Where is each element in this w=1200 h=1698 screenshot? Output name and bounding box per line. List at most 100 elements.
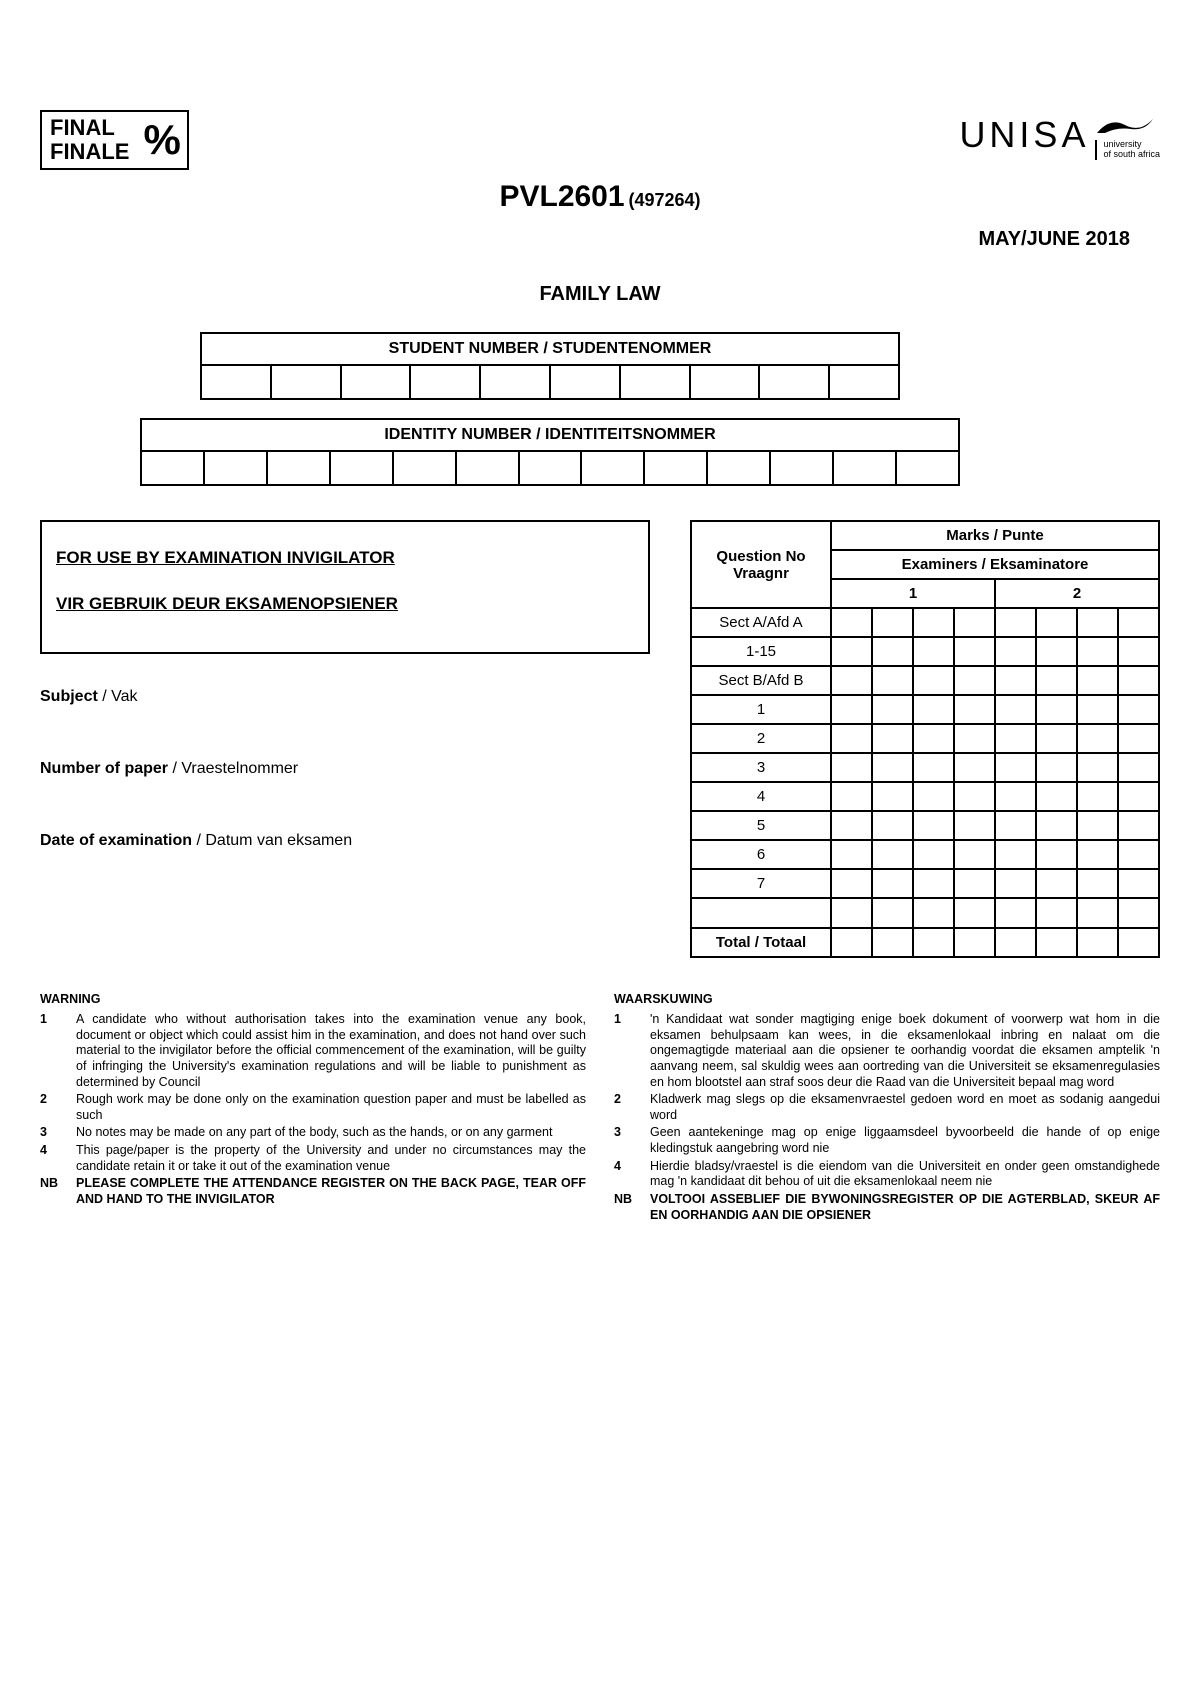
marks-cell[interactable] (1118, 753, 1159, 782)
marks-cell[interactable] (995, 608, 1036, 637)
marks-cell[interactable] (872, 637, 913, 666)
marks-cell[interactable] (1118, 724, 1159, 753)
marks-cell[interactable] (1118, 840, 1159, 869)
marks-cell[interactable] (1077, 811, 1118, 840)
marks-cell[interactable] (831, 782, 872, 811)
marks-cell[interactable] (1036, 608, 1077, 637)
marks-cell[interactable] (872, 840, 913, 869)
marks-cell[interactable] (1118, 811, 1159, 840)
number-cell[interactable] (897, 452, 958, 484)
marks-cell[interactable] (954, 695, 995, 724)
marks-cell[interactable] (995, 782, 1036, 811)
number-cell[interactable] (771, 452, 834, 484)
marks-cell[interactable] (831, 637, 872, 666)
marks-cell[interactable] (872, 898, 913, 928)
marks-cell[interactable] (831, 753, 872, 782)
marks-cell[interactable] (831, 608, 872, 637)
marks-cell[interactable] (872, 928, 913, 957)
marks-cell[interactable] (913, 637, 954, 666)
marks-cell[interactable] (913, 840, 954, 869)
marks-cell[interactable] (831, 724, 872, 753)
marks-cell[interactable] (1077, 928, 1118, 957)
marks-cell[interactable] (995, 869, 1036, 898)
marks-cell[interactable] (831, 928, 872, 957)
number-cell[interactable] (621, 366, 691, 398)
marks-cell[interactable] (913, 898, 954, 928)
marks-cell[interactable] (913, 869, 954, 898)
marks-cell[interactable] (913, 811, 954, 840)
marks-cell[interactable] (872, 782, 913, 811)
marks-cell[interactable] (1077, 840, 1118, 869)
marks-cell[interactable] (1118, 869, 1159, 898)
marks-cell[interactable] (872, 811, 913, 840)
marks-cell[interactable] (913, 666, 954, 695)
marks-cell[interactable] (913, 753, 954, 782)
marks-cell[interactable] (954, 753, 995, 782)
number-cell[interactable] (142, 452, 205, 484)
marks-cell[interactable] (1077, 869, 1118, 898)
number-cell[interactable] (411, 366, 481, 398)
marks-cell[interactable] (1036, 637, 1077, 666)
marks-cell[interactable] (872, 695, 913, 724)
marks-cell[interactable] (913, 695, 954, 724)
marks-cell[interactable] (1077, 898, 1118, 928)
marks-cell[interactable] (995, 898, 1036, 928)
marks-cell[interactable] (1077, 753, 1118, 782)
marks-cell[interactable] (1036, 840, 1077, 869)
number-cell[interactable] (830, 366, 898, 398)
marks-cell[interactable] (1036, 666, 1077, 695)
marks-cell[interactable] (1118, 637, 1159, 666)
marks-cell[interactable] (913, 928, 954, 957)
marks-cell[interactable] (1118, 608, 1159, 637)
marks-cell[interactable] (872, 666, 913, 695)
marks-cell[interactable] (1036, 869, 1077, 898)
marks-cell[interactable] (1036, 695, 1077, 724)
marks-cell[interactable] (872, 753, 913, 782)
marks-cell[interactable] (954, 724, 995, 753)
number-cell[interactable] (520, 452, 583, 484)
marks-cell[interactable] (995, 666, 1036, 695)
marks-cell[interactable] (954, 666, 995, 695)
marks-cell[interactable] (831, 898, 872, 928)
marks-cell[interactable] (1036, 928, 1077, 957)
marks-cell[interactable] (1118, 782, 1159, 811)
marks-cell[interactable] (1036, 782, 1077, 811)
number-cell[interactable] (202, 366, 272, 398)
marks-cell[interactable] (1118, 898, 1159, 928)
marks-cell[interactable] (1036, 811, 1077, 840)
marks-cell[interactable] (995, 637, 1036, 666)
marks-cell[interactable] (831, 666, 872, 695)
marks-cell[interactable] (954, 869, 995, 898)
marks-cell[interactable] (954, 637, 995, 666)
marks-cell[interactable] (1118, 666, 1159, 695)
marks-cell[interactable] (995, 840, 1036, 869)
marks-cell[interactable] (954, 928, 995, 957)
marks-cell[interactable] (913, 724, 954, 753)
marks-cell[interactable] (872, 608, 913, 637)
number-cell[interactable] (331, 452, 394, 484)
number-cell[interactable] (457, 452, 520, 484)
number-cell[interactable] (205, 452, 268, 484)
marks-cell[interactable] (1036, 753, 1077, 782)
marks-cell[interactable] (995, 695, 1036, 724)
marks-cell[interactable] (1118, 695, 1159, 724)
number-cell[interactable] (582, 452, 645, 484)
marks-cell[interactable] (1077, 666, 1118, 695)
number-cell[interactable] (834, 452, 897, 484)
number-cell[interactable] (760, 366, 830, 398)
student-number-cells[interactable] (200, 364, 900, 400)
marks-cell[interactable] (831, 840, 872, 869)
marks-cell[interactable] (954, 811, 995, 840)
marks-cell[interactable] (954, 840, 995, 869)
marks-cell[interactable] (831, 869, 872, 898)
number-cell[interactable] (551, 366, 621, 398)
identity-number-cells[interactable] (140, 450, 960, 486)
number-cell[interactable] (691, 366, 761, 398)
number-cell[interactable] (268, 452, 331, 484)
marks-cell[interactable] (995, 753, 1036, 782)
marks-cell[interactable] (1077, 608, 1118, 637)
marks-cell[interactable] (1077, 724, 1118, 753)
marks-cell[interactable] (954, 608, 995, 637)
marks-cell[interactable] (1077, 695, 1118, 724)
marks-cell[interactable] (831, 695, 872, 724)
